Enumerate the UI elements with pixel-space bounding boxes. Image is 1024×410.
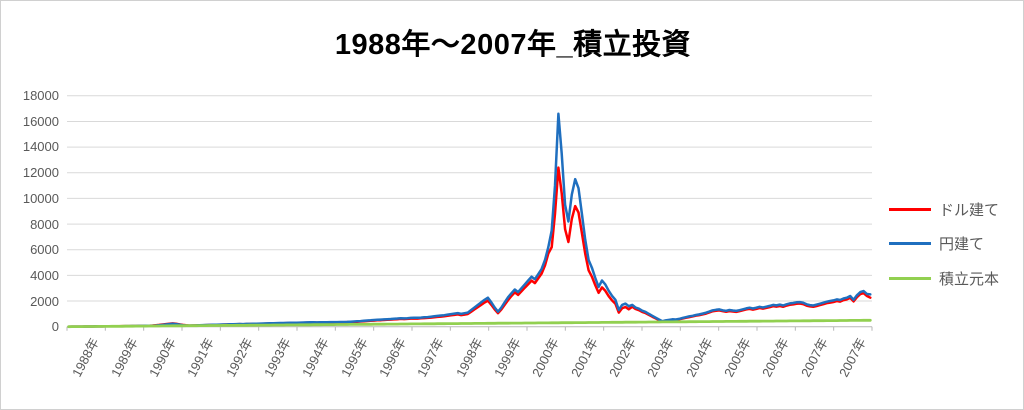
series-line-jpy	[67, 112, 872, 328]
series-line-usd	[67, 166, 872, 328]
legend-item-usd: ドル建て	[889, 200, 1000, 219]
y-axis-label: 8000	[30, 217, 59, 232]
legend-label: 円建て	[939, 235, 985, 253]
y-axis-label: 6000	[30, 242, 59, 257]
chart-title: 1988年〜2007年_積立投資	[334, 29, 692, 61]
series-line-principal	[67, 318, 872, 329]
legend-line-blue	[889, 241, 931, 245]
y-axis-label: 14000	[22, 139, 59, 154]
legend-line-red	[889, 207, 931, 211]
y-axis-label: 0	[51, 319, 59, 334]
legend-item-principal: 積立元本	[889, 269, 1000, 288]
legend-item-jpy: 円建て	[889, 234, 985, 253]
legend-label: ドル建て	[939, 201, 1000, 219]
y-axis-label: 16000	[22, 114, 59, 129]
y-axis-label: 18000	[22, 88, 59, 103]
legend-label: 積立元本	[939, 270, 1000, 288]
legend-line-green	[889, 276, 931, 280]
y-axis-label: 10000	[22, 191, 59, 206]
y-axis-label: 4000	[30, 268, 59, 283]
y-axis-label: 12000	[22, 165, 59, 180]
y-axis-label: 2000	[30, 294, 59, 309]
